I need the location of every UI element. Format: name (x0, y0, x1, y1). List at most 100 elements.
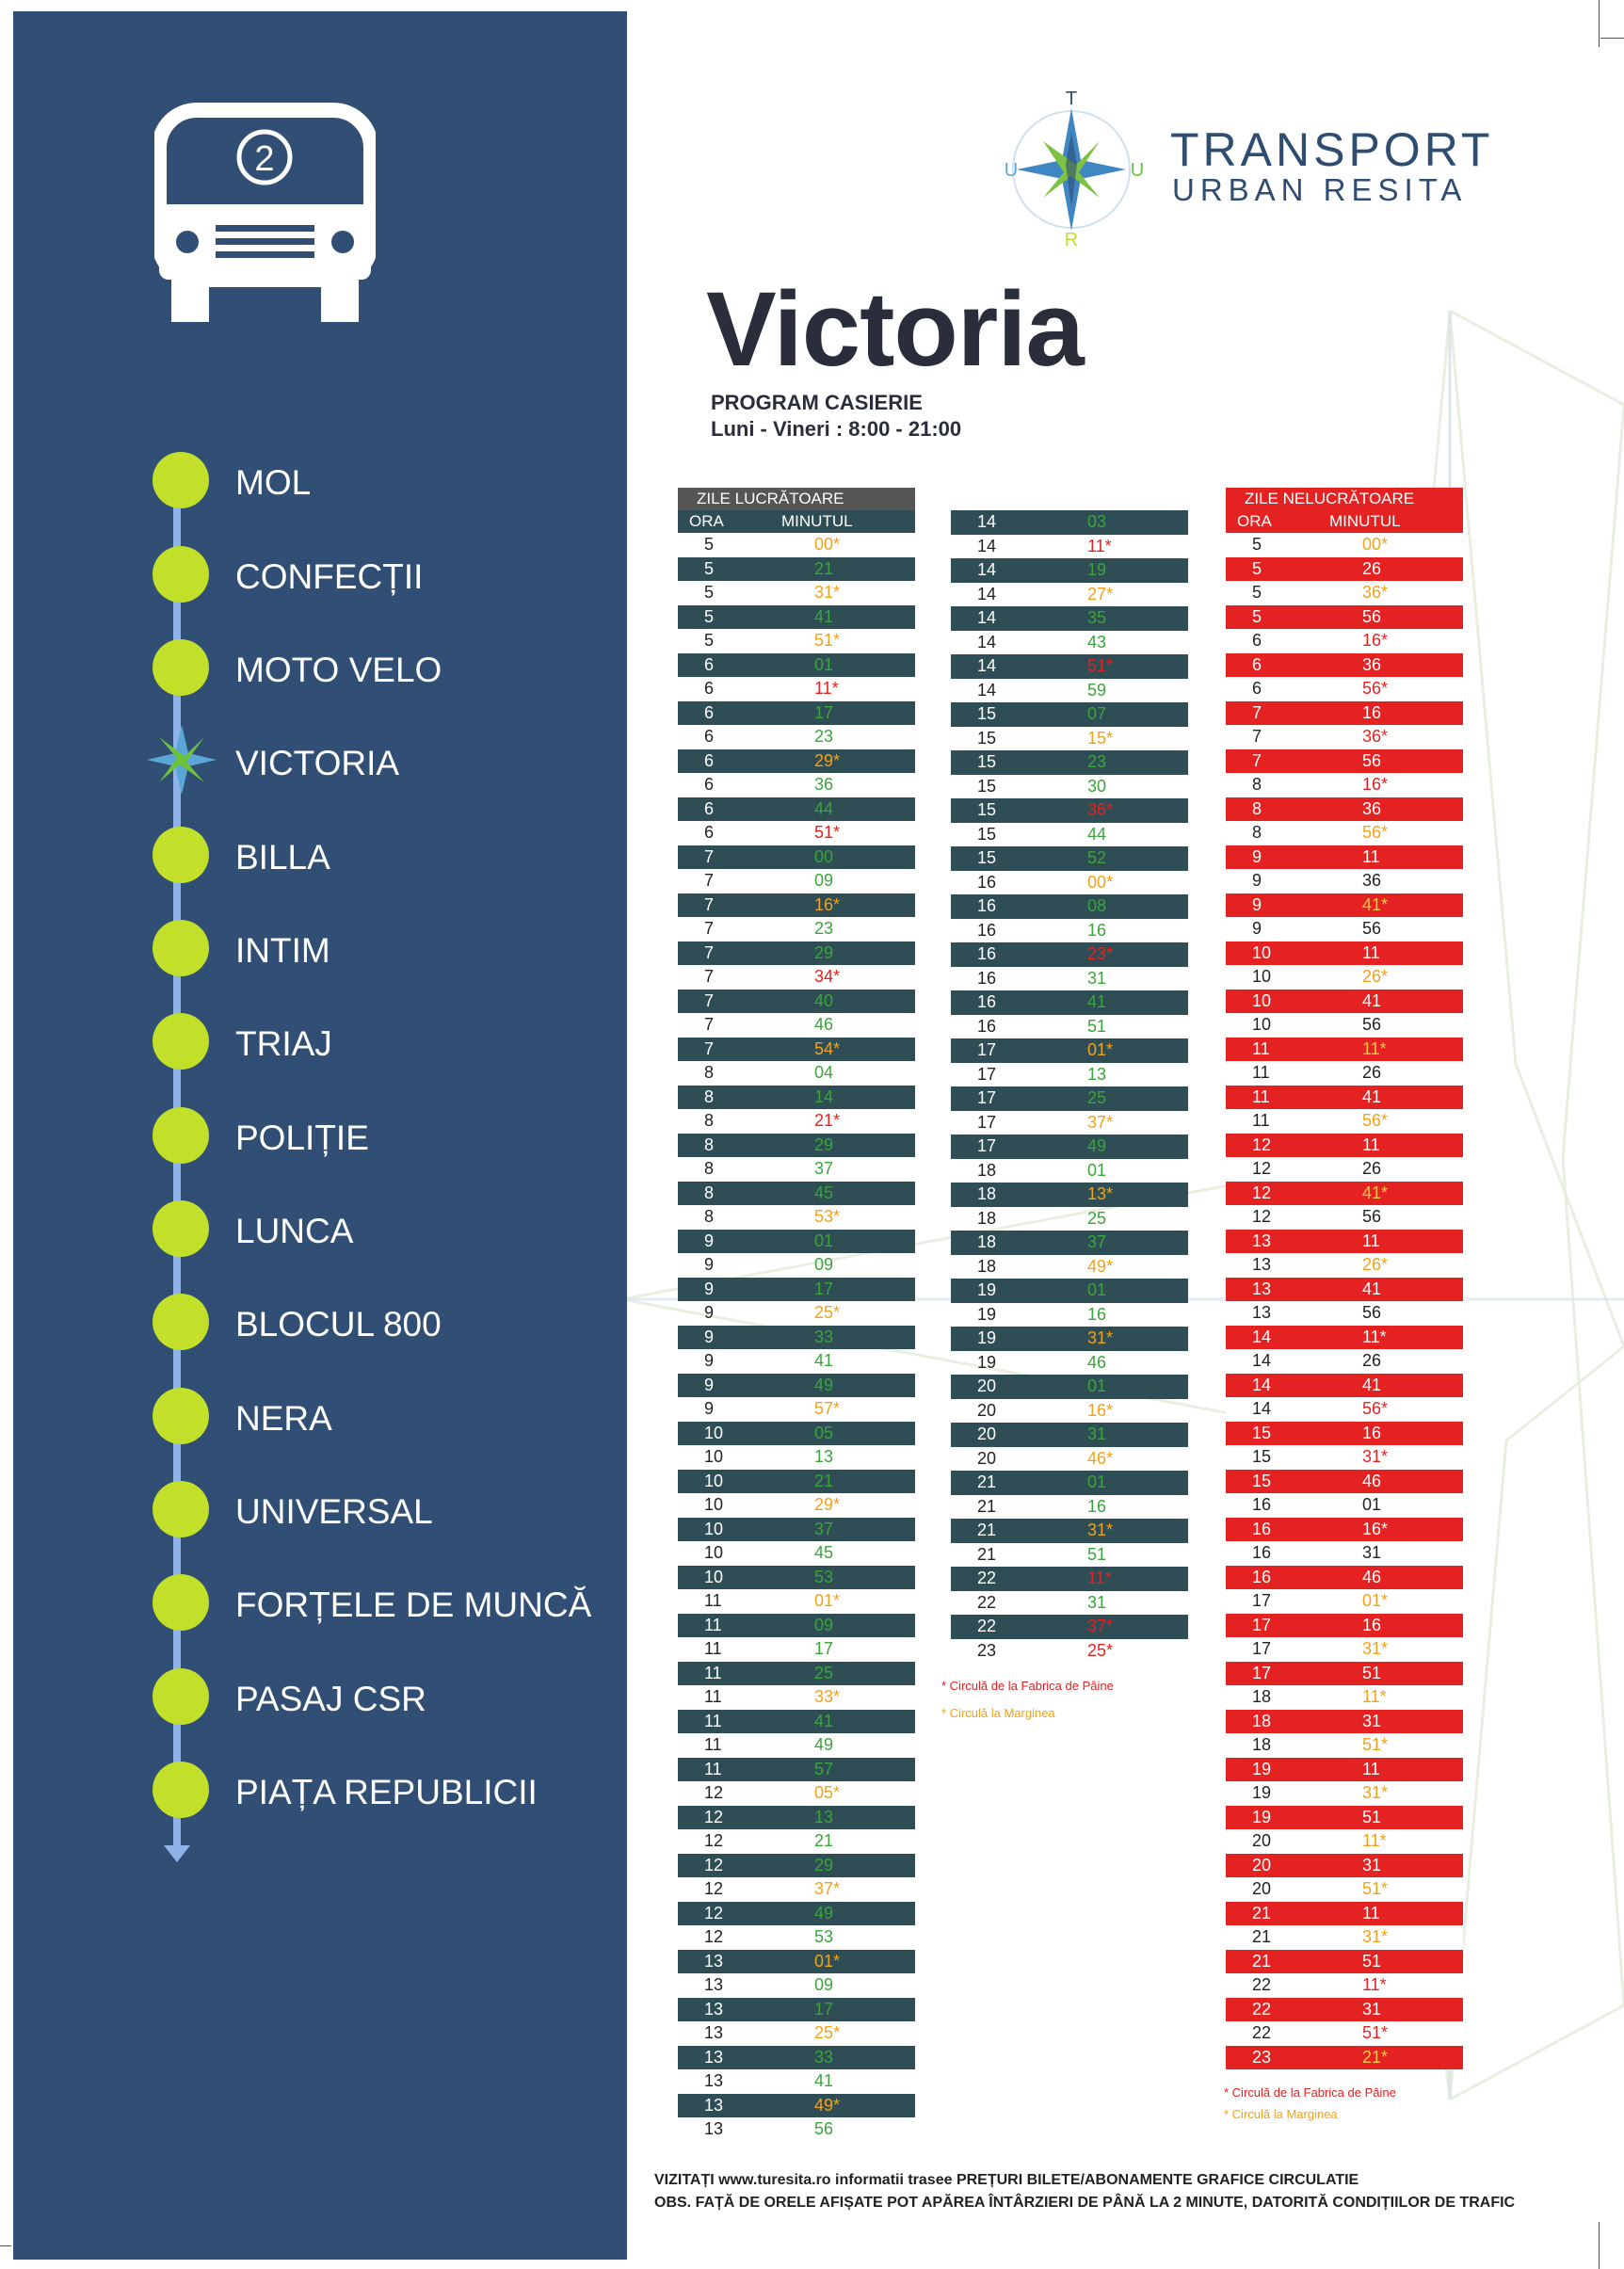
minute-cell: 36 (814, 775, 834, 794)
timetable-row: 5 00* (678, 533, 915, 557)
timetable-row: 5 51* (678, 629, 915, 653)
timetable-row: 22 51* (1226, 2021, 1463, 2046)
hour-cell: 12 (704, 1807, 724, 1826)
hour-cell: 19 (977, 1304, 997, 1324)
timetable-row: 6 23 (678, 725, 915, 749)
hour-cell: 20 (1252, 1879, 1272, 1898)
timetable-row: 12 37* (678, 1877, 915, 1902)
minute-cell: 04 (814, 1063, 834, 1082)
hour-cell: 6 (1252, 631, 1262, 650)
minute-cell: 31 (1362, 1855, 1382, 1875)
hour-cell: 15 (977, 776, 997, 796)
timetable-row: 5 56 (1226, 604, 1463, 629)
minute-cell: 53 (814, 1927, 834, 1946)
cashier-hours: Luni - Vineri : 8:00 - 21:00 (711, 417, 962, 441)
hour-cell: 7 (704, 919, 715, 938)
minute-cell: 46 (814, 1015, 834, 1034)
hour-cell: 11 (1252, 1063, 1270, 1082)
minute-cell: 26 (1362, 1063, 1382, 1082)
crop-mark (1599, 2222, 1600, 2269)
hour-cell: 14 (977, 608, 997, 627)
minute-cell: 31* (1362, 1783, 1389, 1802)
minute-cell: 51* (1362, 1879, 1389, 1898)
timetable-row: 9 33 (678, 1325, 915, 1349)
minute-cell: 29 (814, 942, 834, 962)
timetable-row: 8 21* (678, 1109, 915, 1134)
hour-cell: 16 (977, 992, 997, 1011)
stop-dot (153, 1013, 209, 1070)
minute-cell: 13* (1087, 1184, 1114, 1203)
timetable-row: 9 01 (678, 1229, 915, 1253)
timetable-row: 14 41 (1226, 1373, 1463, 1397)
minute-cell: 56* (1362, 1399, 1389, 1418)
hour-cell: 12 (1252, 1207, 1272, 1226)
minute-cell: 25 (814, 1663, 834, 1682)
timetable-row: 21 31* (1226, 1925, 1463, 1950)
crop-mark (0, 2245, 11, 2246)
stop-dot (153, 1574, 209, 1631)
hour-cell: 8 (1252, 823, 1262, 842)
minute-cell: 11 (1362, 846, 1380, 866)
minute-cell: 41 (1362, 990, 1382, 1010)
minute-cell: 11* (1362, 1327, 1387, 1346)
hour-cell: 10 (1252, 990, 1272, 1010)
timetable-row: 19 51 (1226, 1805, 1463, 1829)
minute-cell: 16* (1362, 631, 1389, 650)
timetable-row: 6 01 (678, 652, 915, 677)
minute-cell: 01 (1087, 1160, 1107, 1180)
minute-cell: 41* (1362, 1183, 1389, 1202)
hour-cell: 15 (1252, 1471, 1272, 1490)
minute-cell: 56* (1362, 1111, 1389, 1130)
hour-cell: 18 (977, 1184, 997, 1203)
hour-cell: 5 (704, 558, 715, 578)
hour-cell: 11 (704, 1615, 722, 1634)
minute-cell: 23 (814, 727, 834, 746)
hour-cell: 8 (1252, 775, 1262, 794)
logo-text-transport: TRANSPORT (1170, 123, 1494, 176)
minute-cell: 01 (814, 1231, 834, 1250)
hour-cell: 14 (977, 560, 997, 579)
timetable-row: 12 29 (678, 1853, 915, 1877)
timetable-row: 17 01* (951, 1038, 1188, 1063)
minute-cell: 37 (814, 1519, 834, 1538)
timetable-row: 16 51 (951, 1015, 1188, 1039)
hour-cell: 20 (977, 1376, 997, 1395)
minute-cell: 01 (1087, 1472, 1107, 1491)
timetable-row: 21 11 (1226, 1901, 1463, 1925)
timetable-row: 11 56* (1226, 1109, 1463, 1134)
stop-name: PIAȚA REPUBLICII (235, 1773, 538, 1811)
timetable-row: 16 31 (1226, 1541, 1463, 1566)
col-minute-label: MINUTUL (1329, 512, 1401, 530)
timetable-row: 7 00 (678, 845, 915, 869)
timetable-row: 14 26 (1226, 1349, 1463, 1374)
timetable-row: 10 56 (1226, 1013, 1463, 1038)
timetable-row: 21 16 (951, 1495, 1188, 1520)
timetable-row: 17 01* (1226, 1589, 1463, 1614)
stop-name: CONFECȚII (235, 557, 424, 596)
timetable-row: 10 11 (1226, 941, 1463, 965)
timetable-row: 16 00* (951, 871, 1188, 895)
timetable-row: 10 53 (678, 1565, 915, 1589)
timetable-row: 11 26 (1226, 1061, 1463, 1086)
timetable-row: 17 16 (1226, 1613, 1463, 1637)
hour-cell: 14 (977, 584, 997, 603)
stop-title: Victoria (706, 270, 1085, 388)
stop-name: BILLA (235, 838, 330, 877)
timetable-row: 7 16 (1226, 700, 1463, 725)
timetable-row: 16 31 (951, 967, 1188, 991)
hour-cell: 10 (1252, 942, 1272, 962)
timetable-row: 19 01 (951, 1279, 1188, 1303)
hour-cell: 13 (1252, 1231, 1272, 1250)
timetable-row: 5 00* (1226, 533, 1463, 557)
timetable-row: 14 03 (951, 510, 1188, 535)
minute-cell: 01 (1087, 1376, 1107, 1395)
minute-cell: 16 (1362, 1423, 1382, 1442)
hour-cell: 16 (1252, 1495, 1272, 1514)
minute-cell: 01* (814, 1591, 841, 1610)
hour-cell: 17 (1252, 1663, 1272, 1682)
minute-cell: 37 (1087, 1232, 1107, 1251)
minute-cell: 11 (1362, 1134, 1380, 1154)
hour-cell: 8 (704, 1207, 715, 1226)
hour-cell: 13 (704, 2071, 724, 2090)
timetable-row: 18 49* (951, 1255, 1188, 1279)
